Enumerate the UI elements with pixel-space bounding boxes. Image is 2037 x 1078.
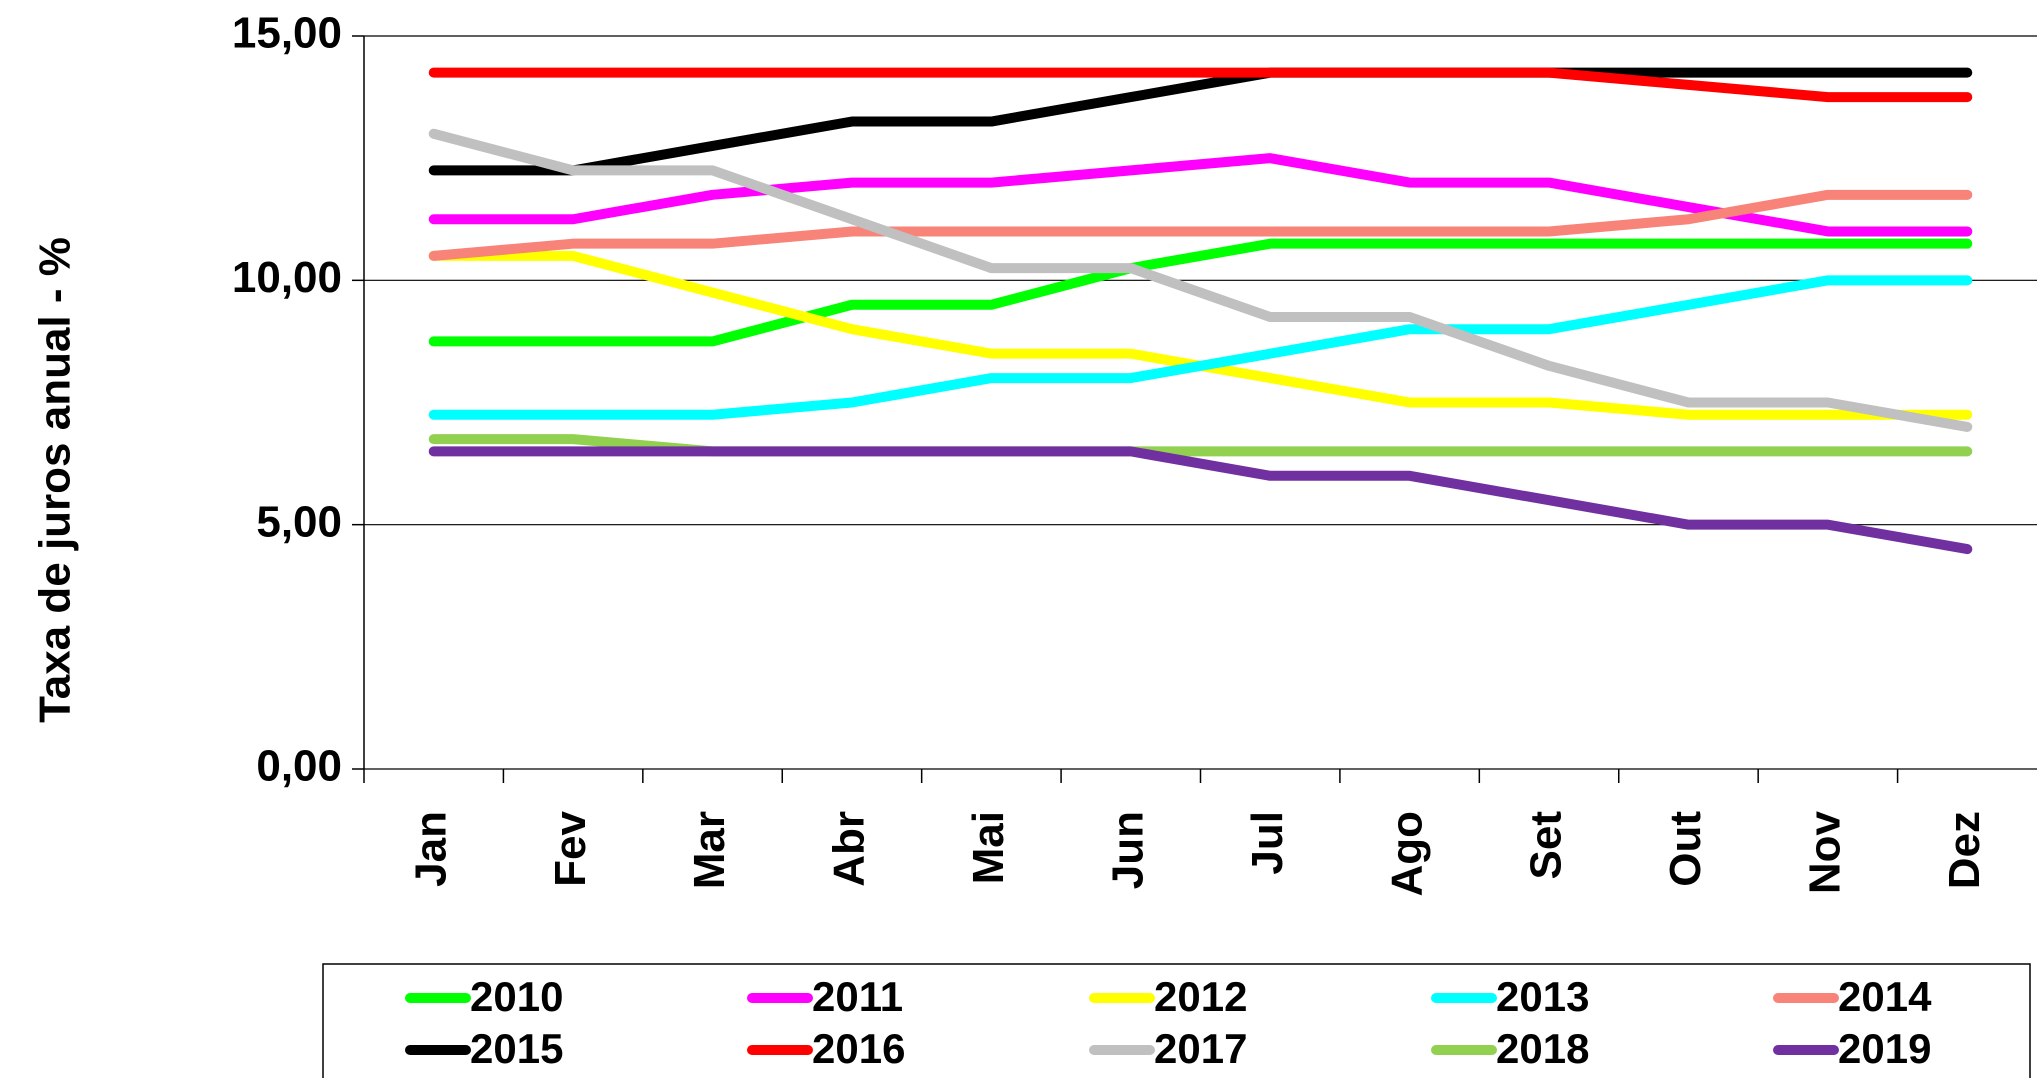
x-tick-label: Fev: [546, 810, 595, 886]
x-tick-label: Ago: [1382, 811, 1431, 897]
x-tick-label: Set: [1522, 811, 1571, 880]
legend-label: 2014: [1838, 973, 1932, 1020]
y-tick-label: 15,00: [232, 9, 342, 58]
x-tick-label: Mai: [964, 811, 1013, 884]
series-line: [428, 67, 1973, 103]
series-line: [428, 67, 1973, 176]
x-tick-label: Out: [1661, 811, 1710, 887]
legend-box: [322, 963, 2031, 1078]
series-line: [428, 250, 1973, 420]
legend-label: 2017: [1154, 1025, 1247, 1072]
x-tick-label: Jul: [1243, 811, 1292, 875]
x-tick-label: Mar: [685, 811, 734, 889]
series-line: [428, 446, 1973, 555]
series-line: [428, 128, 1973, 432]
legend-label: 2011: [812, 973, 903, 1020]
legend-label: 2010: [470, 973, 563, 1020]
legend-label: 2018: [1496, 1025, 1589, 1072]
x-tick-label: Abr: [825, 811, 874, 887]
y-tick-label: 0,00: [256, 742, 342, 791]
x-tick-label: Jun: [1103, 811, 1152, 889]
legend-label: 2019: [1838, 1025, 1931, 1072]
x-tick-label: Dez: [1940, 811, 1989, 889]
y-tick-label: 10,00: [232, 253, 342, 302]
series-line: [428, 238, 1973, 347]
series-line: [428, 275, 1973, 420]
legend-label: 2015: [470, 1025, 563, 1072]
series-line: [428, 189, 1973, 261]
legend-label: 2016: [812, 1025, 905, 1072]
x-tick-label: Nov: [1801, 810, 1850, 894]
y-axis-label: Taxa de juros anual - %: [31, 237, 80, 723]
x-tick-label: Jan: [406, 811, 455, 887]
legend-label: 2013: [1496, 973, 1589, 1020]
legend-label: 2012: [1154, 973, 1247, 1020]
y-tick-label: 5,00: [256, 497, 342, 546]
